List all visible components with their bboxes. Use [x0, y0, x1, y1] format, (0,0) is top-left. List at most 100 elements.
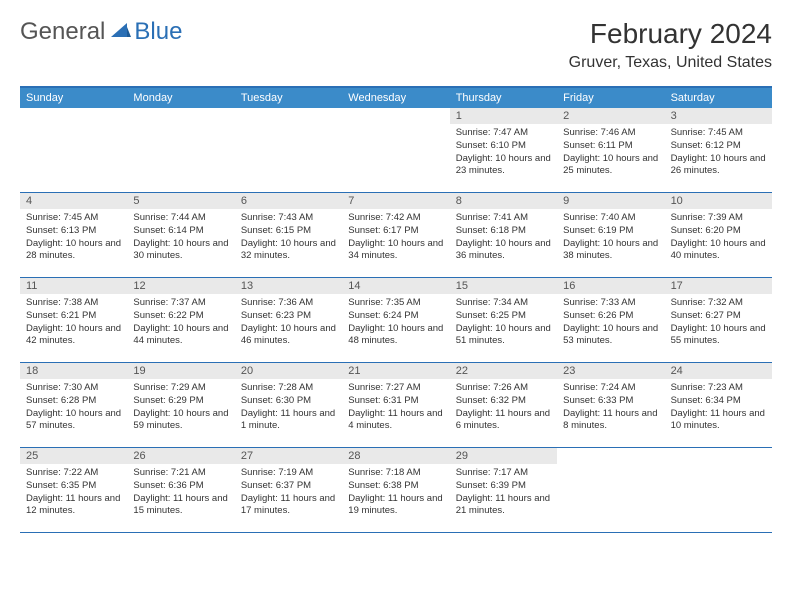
- day-number: 26: [127, 448, 234, 464]
- sunrise-text: Sunrise: 7:30 AM: [26, 382, 121, 395]
- day-cell: 4Sunrise: 7:45 AMSunset: 6:13 PMDaylight…: [20, 193, 127, 277]
- sunrise-text: Sunrise: 7:40 AM: [563, 212, 658, 225]
- day-cell: 18Sunrise: 7:30 AMSunset: 6:28 PMDayligh…: [20, 363, 127, 447]
- day-number: 1: [450, 108, 557, 124]
- sunset-text: Sunset: 6:24 PM: [348, 310, 443, 323]
- daylight-text: Daylight: 10 hours and 30 minutes.: [133, 238, 228, 264]
- day-number: 9: [557, 193, 664, 209]
- sunset-text: Sunset: 6:12 PM: [671, 140, 766, 153]
- sunset-text: Sunset: 6:10 PM: [456, 140, 551, 153]
- sunset-text: Sunset: 6:29 PM: [133, 395, 228, 408]
- title-block: February 2024 Gruver, Texas, United Stat…: [569, 18, 772, 72]
- sunrise-text: Sunrise: 7:27 AM: [348, 382, 443, 395]
- daylight-text: Daylight: 11 hours and 8 minutes.: [563, 408, 658, 434]
- sunrise-text: Sunrise: 7:43 AM: [241, 212, 336, 225]
- sunset-text: Sunset: 6:31 PM: [348, 395, 443, 408]
- daylight-text: Daylight: 11 hours and 1 minute.: [241, 408, 336, 434]
- daylight-text: Daylight: 11 hours and 17 minutes.: [241, 493, 336, 519]
- calendar: SundayMondayTuesdayWednesdayThursdayFrid…: [20, 86, 772, 533]
- day-cell: 22Sunrise: 7:26 AMSunset: 6:32 PMDayligh…: [450, 363, 557, 447]
- day-body: Sunrise: 7:35 AMSunset: 6:24 PMDaylight:…: [342, 294, 449, 351]
- daylight-text: Daylight: 11 hours and 15 minutes.: [133, 493, 228, 519]
- day-body: Sunrise: 7:32 AMSunset: 6:27 PMDaylight:…: [665, 294, 772, 351]
- day-body: Sunrise: 7:39 AMSunset: 6:20 PMDaylight:…: [665, 209, 772, 266]
- sunset-text: Sunset: 6:28 PM: [26, 395, 121, 408]
- location: Gruver, Texas, United States: [569, 54, 772, 72]
- sunrise-text: Sunrise: 7:26 AM: [456, 382, 551, 395]
- weeks-container: 1Sunrise: 7:47 AMSunset: 6:10 PMDaylight…: [20, 108, 772, 533]
- day-number: 21: [342, 363, 449, 379]
- weekday-label: Saturday: [665, 88, 772, 108]
- daylight-text: Daylight: 10 hours and 25 minutes.: [563, 153, 658, 179]
- day-cell: 9Sunrise: 7:40 AMSunset: 6:19 PMDaylight…: [557, 193, 664, 277]
- week-row: 18Sunrise: 7:30 AMSunset: 6:28 PMDayligh…: [20, 363, 772, 448]
- sunset-text: Sunset: 6:15 PM: [241, 225, 336, 238]
- day-number: 2: [557, 108, 664, 124]
- sunset-text: Sunset: 6:27 PM: [671, 310, 766, 323]
- daylight-text: Daylight: 10 hours and 57 minutes.: [26, 408, 121, 434]
- day-body: Sunrise: 7:18 AMSunset: 6:38 PMDaylight:…: [342, 464, 449, 521]
- day-cell: 29Sunrise: 7:17 AMSunset: 6:39 PMDayligh…: [450, 448, 557, 532]
- day-body: Sunrise: 7:21 AMSunset: 6:36 PMDaylight:…: [127, 464, 234, 521]
- sunrise-text: Sunrise: 7:44 AM: [133, 212, 228, 225]
- weekday-label: Tuesday: [235, 88, 342, 108]
- day-number: 13: [235, 278, 342, 294]
- sunset-text: Sunset: 6:34 PM: [671, 395, 766, 408]
- day-body: Sunrise: 7:26 AMSunset: 6:32 PMDaylight:…: [450, 379, 557, 436]
- day-number: 11: [20, 278, 127, 294]
- daylight-text: Daylight: 10 hours and 34 minutes.: [348, 238, 443, 264]
- day-cell: 28Sunrise: 7:18 AMSunset: 6:38 PMDayligh…: [342, 448, 449, 532]
- weekday-label: Sunday: [20, 88, 127, 108]
- day-cell: 25Sunrise: 7:22 AMSunset: 6:35 PMDayligh…: [20, 448, 127, 532]
- day-cell: 15Sunrise: 7:34 AMSunset: 6:25 PMDayligh…: [450, 278, 557, 362]
- weekday-label: Thursday: [450, 88, 557, 108]
- weekday-label: Friday: [557, 88, 664, 108]
- daylight-text: Daylight: 10 hours and 28 minutes.: [26, 238, 121, 264]
- day-number: 23: [557, 363, 664, 379]
- weekday-label: Monday: [127, 88, 234, 108]
- day-body: Sunrise: 7:40 AMSunset: 6:19 PMDaylight:…: [557, 209, 664, 266]
- brand-logo: General Blue: [20, 18, 182, 46]
- sunrise-text: Sunrise: 7:45 AM: [26, 212, 121, 225]
- sunrise-text: Sunrise: 7:36 AM: [241, 297, 336, 310]
- sunset-text: Sunset: 6:30 PM: [241, 395, 336, 408]
- day-cell: [127, 108, 234, 192]
- day-body: Sunrise: 7:17 AMSunset: 6:39 PMDaylight:…: [450, 464, 557, 521]
- daylight-text: Daylight: 10 hours and 32 minutes.: [241, 238, 336, 264]
- day-body: Sunrise: 7:22 AMSunset: 6:35 PMDaylight:…: [20, 464, 127, 521]
- day-cell: 14Sunrise: 7:35 AMSunset: 6:24 PMDayligh…: [342, 278, 449, 362]
- day-body: Sunrise: 7:38 AMSunset: 6:21 PMDaylight:…: [20, 294, 127, 351]
- day-body: Sunrise: 7:24 AMSunset: 6:33 PMDaylight:…: [557, 379, 664, 436]
- sunset-text: Sunset: 6:35 PM: [26, 480, 121, 493]
- sunset-text: Sunset: 6:38 PM: [348, 480, 443, 493]
- daylight-text: Daylight: 11 hours and 6 minutes.: [456, 408, 551, 434]
- sail-icon: [109, 21, 131, 44]
- day-cell: [665, 448, 772, 532]
- day-cell: 16Sunrise: 7:33 AMSunset: 6:26 PMDayligh…: [557, 278, 664, 362]
- sunrise-text: Sunrise: 7:17 AM: [456, 467, 551, 480]
- day-number: 5: [127, 193, 234, 209]
- sunrise-text: Sunrise: 7:29 AM: [133, 382, 228, 395]
- daylight-text: Daylight: 11 hours and 19 minutes.: [348, 493, 443, 519]
- day-cell: 12Sunrise: 7:37 AMSunset: 6:22 PMDayligh…: [127, 278, 234, 362]
- day-cell: 27Sunrise: 7:19 AMSunset: 6:37 PMDayligh…: [235, 448, 342, 532]
- sunset-text: Sunset: 6:32 PM: [456, 395, 551, 408]
- daylight-text: Daylight: 10 hours and 46 minutes.: [241, 323, 336, 349]
- sunset-text: Sunset: 6:19 PM: [563, 225, 658, 238]
- day-cell: 13Sunrise: 7:36 AMSunset: 6:23 PMDayligh…: [235, 278, 342, 362]
- week-row: 25Sunrise: 7:22 AMSunset: 6:35 PMDayligh…: [20, 448, 772, 533]
- sunrise-text: Sunrise: 7:33 AM: [563, 297, 658, 310]
- day-cell: 2Sunrise: 7:46 AMSunset: 6:11 PMDaylight…: [557, 108, 664, 192]
- day-cell: [557, 448, 664, 532]
- sunset-text: Sunset: 6:11 PM: [563, 140, 658, 153]
- week-row: 1Sunrise: 7:47 AMSunset: 6:10 PMDaylight…: [20, 108, 772, 193]
- sunset-text: Sunset: 6:37 PM: [241, 480, 336, 493]
- sunset-text: Sunset: 6:22 PM: [133, 310, 228, 323]
- daylight-text: Daylight: 10 hours and 48 minutes.: [348, 323, 443, 349]
- sunset-text: Sunset: 6:25 PM: [456, 310, 551, 323]
- day-body: Sunrise: 7:43 AMSunset: 6:15 PMDaylight:…: [235, 209, 342, 266]
- sunset-text: Sunset: 6:20 PM: [671, 225, 766, 238]
- daylight-text: Daylight: 10 hours and 59 minutes.: [133, 408, 228, 434]
- daylight-text: Daylight: 10 hours and 42 minutes.: [26, 323, 121, 349]
- day-body: Sunrise: 7:41 AMSunset: 6:18 PMDaylight:…: [450, 209, 557, 266]
